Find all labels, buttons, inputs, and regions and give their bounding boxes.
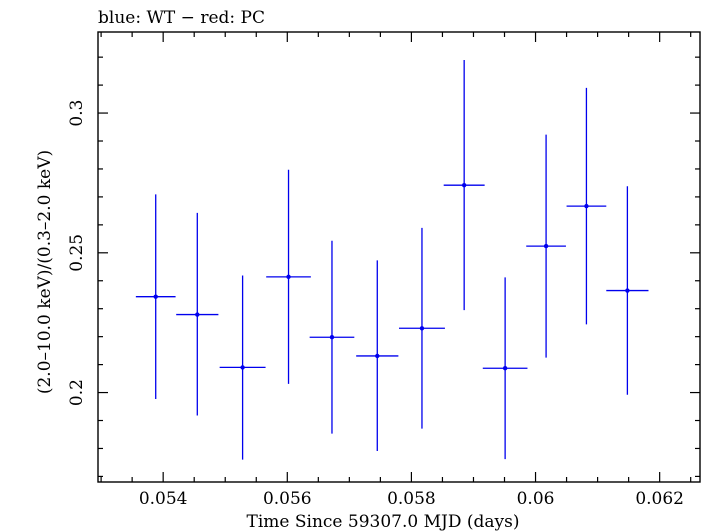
- chart-title: blue: WT − red: PC: [98, 8, 265, 28]
- point-marker: [153, 294, 158, 299]
- point-marker: [502, 366, 508, 371]
- data-point: [526, 134, 566, 358]
- data-point: [309, 240, 355, 434]
- data-point: [606, 186, 649, 395]
- x-axis-title: Time Since 59307.0 MJD (days): [247, 512, 520, 532]
- point-marker: [240, 365, 245, 370]
- point-marker: [375, 353, 380, 359]
- data-point: [399, 227, 445, 429]
- x-tick-label: 0.056: [263, 489, 312, 509]
- data-point: [135, 194, 176, 399]
- data-point: [219, 275, 266, 460]
- x-tick-label: 0.058: [387, 489, 436, 509]
- data-point: [566, 87, 607, 325]
- y-tick-label: 0.25: [67, 234, 87, 272]
- point-marker: [195, 312, 200, 317]
- data-point: [356, 260, 399, 451]
- y-tick-label: 0.3: [67, 100, 87, 127]
- x-tick-label: 0.054: [139, 489, 188, 509]
- data-point: [176, 212, 219, 416]
- point-marker: [543, 243, 549, 249]
- point-marker: [286, 274, 291, 280]
- data-point: [482, 277, 528, 460]
- axis-ticks: [98, 32, 700, 482]
- point-marker: [329, 335, 335, 340]
- plot-frame: [97, 31, 701, 483]
- x-tick-label: 0.062: [635, 489, 684, 509]
- data-point: [266, 169, 311, 384]
- axis-tick-labels: 0.054 0.056 0.058 0.06 0.062 0.2 0.25 0.3: [67, 100, 684, 509]
- point-marker: [419, 326, 425, 331]
- point-marker: [461, 182, 467, 188]
- point-marker: [584, 203, 589, 209]
- data-point: [443, 59, 485, 311]
- data-points: [135, 59, 649, 460]
- y-axis-title: (2.0–10.0 keV)/(0.3–2.0 keV): [35, 150, 55, 394]
- x-tick-label: 0.06: [517, 489, 555, 509]
- y-tick-label: 0.2: [67, 379, 87, 406]
- point-marker: [625, 288, 630, 293]
